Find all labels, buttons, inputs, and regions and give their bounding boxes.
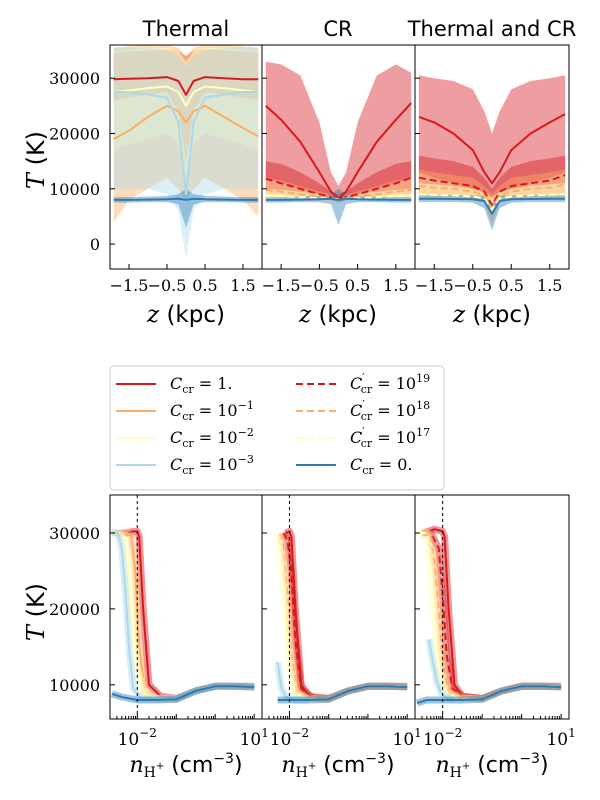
ytick-label: 20000	[49, 124, 100, 143]
series-c-cr-10-3	[113, 91, 259, 196]
series-c-cr-0	[418, 197, 566, 215]
top-panel-1: 0 10000 20000 30000 −1.5 −0.5 0.5 1.5	[49, 44, 263, 295]
xtick-label: 10−2	[118, 726, 157, 750]
bottom-xlabels: nH+ (cm−3) nH+ (cm−3) nH+ (cm−3)	[129, 751, 548, 781]
series-c-cr-10-2	[113, 85, 259, 107]
series-c-cr-10-17	[418, 193, 566, 211]
plot-area	[110, 527, 255, 704]
legend-frame	[109, 365, 445, 491]
xtick-label: −1.5	[262, 276, 301, 295]
series-c-cr-10-19	[265, 176, 412, 200]
ytick-label: 30000	[49, 524, 100, 543]
legend-label-cpcr-1e17: C′ cr = 1017	[350, 425, 430, 450]
series-c-cr-10-18	[265, 188, 412, 200]
series-c-cr-10-3	[427, 639, 455, 701]
legend-label-cpcr-1e18: C′ cr = 1018	[350, 398, 430, 423]
xtick-label: −0.5	[453, 276, 492, 295]
ytick-label: 10000	[49, 676, 100, 695]
band-c-cr-1	[265, 61, 412, 203]
band-c-cr-1	[418, 75, 566, 200]
bottom-ylabel: T (K)	[22, 583, 50, 641]
xtick-label: −1.5	[415, 276, 454, 295]
legend-label-ccr-1e-1: Ccr = 10−1	[170, 399, 254, 423]
series-c-cr-0	[416, 685, 562, 705]
top-xlabel-1: z (kpc)	[146, 302, 225, 328]
series-c-cr-1	[113, 76, 259, 96]
plot-area	[415, 525, 562, 707]
bottom-xlabel-2: nH+ (cm−3)	[281, 751, 394, 781]
xtick-label: 101	[393, 726, 422, 750]
xtick-label: 0.5	[499, 276, 524, 295]
xtick-label: 101	[546, 726, 575, 750]
legend-label-cpcr-1e19: C′ cr = 1019	[350, 371, 430, 396]
bottom-xlabel-1: nH+ (cm−3)	[129, 751, 242, 781]
ytick-label: 10000	[49, 180, 100, 199]
plot-area	[418, 75, 566, 231]
top-ylabel: T (K)	[22, 131, 50, 189]
band-c-cr-0	[113, 188, 259, 228]
band-c-cr-10-2	[113, 47, 259, 178]
top-xlabel-2: z (kpc)	[298, 302, 377, 328]
panel-title-thermal: Thermal	[142, 17, 229, 41]
band-c-cr-10-3	[113, 47, 259, 258]
xtick-label: 1.5	[230, 276, 255, 295]
series-c-cr-0	[111, 685, 255, 701]
series-c-cr-10-1	[113, 104, 259, 140]
legend-label-ccr-1e-2: Ccr = 10−2	[170, 426, 254, 450]
series-c-cr-0	[113, 197, 259, 201]
xtick-label: 10−2	[270, 726, 309, 750]
top-xlabel-3: z (kpc)	[452, 302, 531, 328]
ytick-label: 0	[90, 235, 100, 254]
series-c-cr-10-19	[418, 174, 566, 207]
ytick-label: 30000	[49, 69, 100, 88]
xtick-label: 1.5	[383, 276, 408, 295]
xtick-label: −1.5	[110, 276, 149, 295]
axes-frame	[414, 494, 570, 720]
top-panel-2: −1.5 −0.5 0.5 1.5	[261, 44, 416, 295]
xtick-label: 0.5	[192, 276, 217, 295]
plot-area	[274, 527, 408, 704]
bottom-panel-3: 10−2 101	[414, 494, 576, 750]
xtick-label: 1.5	[537, 276, 562, 295]
series-c-cr-1	[418, 113, 566, 185]
axes-frame	[414, 44, 570, 270]
plot-area	[265, 61, 412, 225]
panel-title-cr: CR	[323, 17, 352, 41]
xtick-label: −0.5	[148, 276, 187, 295]
legend-label-ccr-0: Ccr = 0.	[350, 455, 413, 477]
series-c-cr-1	[265, 102, 412, 200]
xtick-label: −0.5	[300, 276, 339, 295]
plot-area	[113, 45, 259, 258]
bottom-panel-1: 10000 20000 30000 10−2 101	[49, 494, 269, 750]
xtick-label: 10−2	[423, 726, 462, 750]
top-panel-3: −1.5 −0.5 0.5 1.5	[414, 44, 570, 295]
series-halo-c-cr-1	[284, 527, 408, 702]
legend-label-ccr-1e-3: Ccr = 10−3	[170, 453, 254, 477]
xtick-label: 101	[240, 726, 269, 750]
legend: Ccr = 1. Ccr = 10−1 Ccr = 10−2 Ccr = 10−…	[109, 365, 445, 491]
ytick-label: 20000	[49, 600, 100, 619]
bottom-panel-2: 10−2 101	[261, 494, 422, 750]
series-c-cr-0	[265, 197, 412, 201]
series-halo-c-cr-10-19	[280, 531, 408, 702]
legend-label-ccr-1: Ccr = 1.	[170, 374, 233, 396]
series-c-cr-10-18	[278, 532, 408, 701]
band-c-cr-10-19	[418, 155, 566, 222]
xtick-label: 0.5	[345, 276, 370, 295]
panel-title-thermal-and-cr: Thermal and CR	[407, 17, 577, 41]
bottom-xlabel-3: nH+ (cm−3)	[435, 751, 548, 781]
series-c-cr-10-17	[418, 532, 562, 701]
series-c-cr-0	[277, 685, 408, 701]
